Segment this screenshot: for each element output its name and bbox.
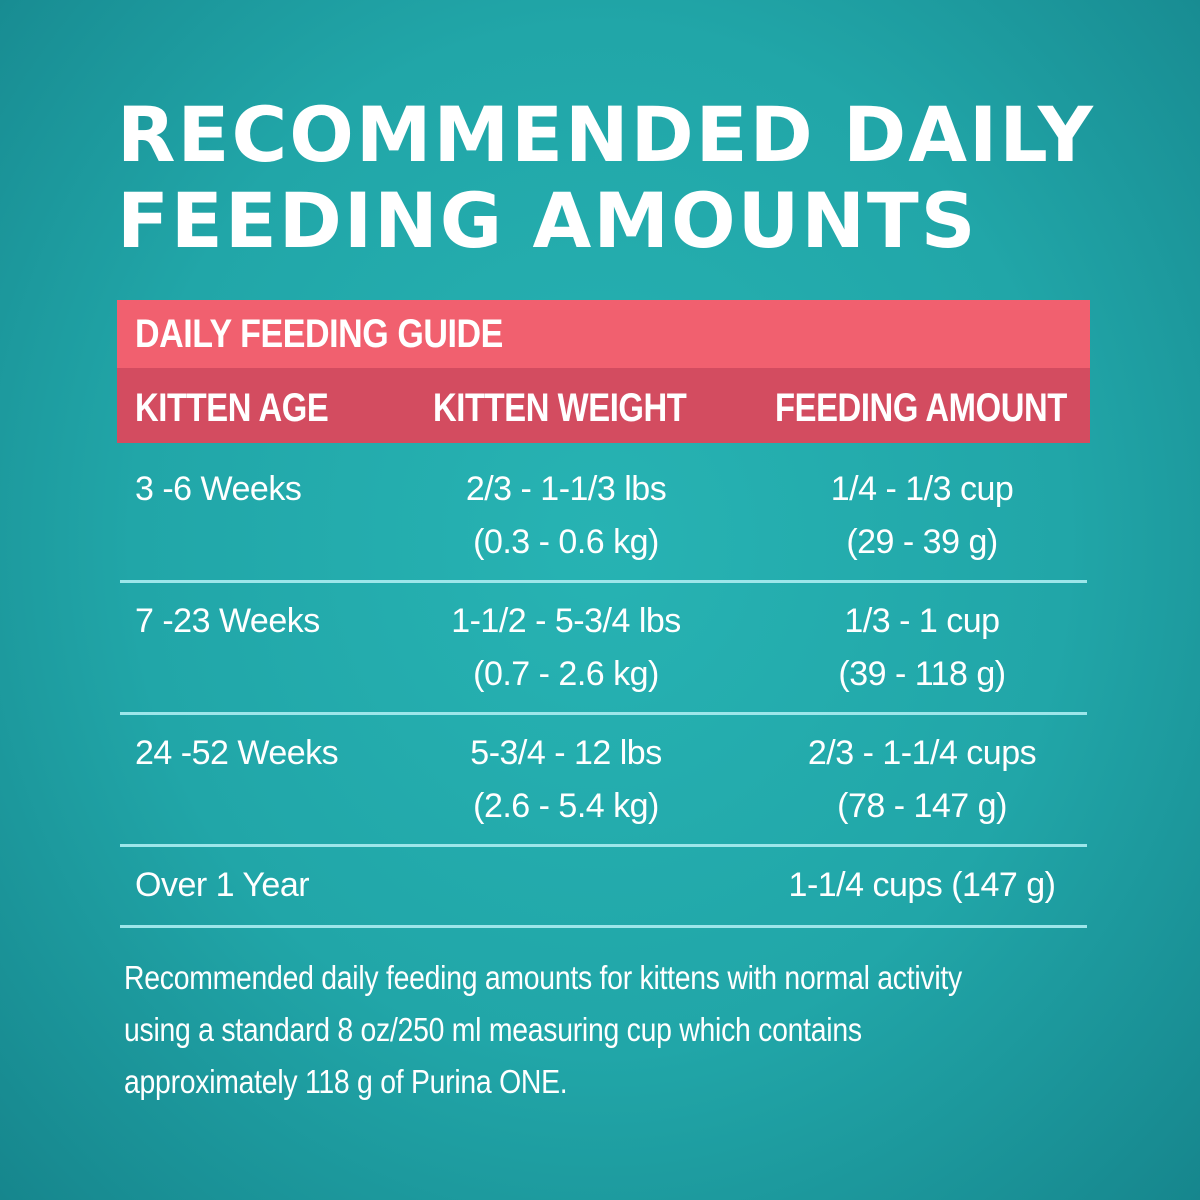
amount-cups: 1/3 - 1 cup: [844, 602, 1000, 640]
table-row: Over 1 Year 1-1/4 cups (147 g): [120, 847, 1087, 928]
column-header-row: KITTEN AGE KITTEN WEIGHT FEEDING AMOUNT: [117, 368, 1090, 443]
amount-grams: (39 - 118 g): [838, 655, 1006, 693]
age-cell: 7 -23 Weeks: [135, 602, 320, 640]
footnote-line-1: Recommended daily feeding amounts for ki…: [124, 959, 962, 996]
column-header-age: KITTEN AGE: [135, 386, 329, 430]
feeding-guide-table: DAILY FEEDING GUIDE KITTEN AGE KITTEN WE…: [117, 300, 1090, 928]
weight-kg: (0.7 - 2.6 kg): [473, 655, 659, 693]
weight-lbs: 5-3/4 - 12 lbs: [470, 734, 662, 772]
page-title: RECOMMENDED DAILY FEEDING AMOUNTS: [117, 92, 1095, 264]
guide-heading: DAILY FEEDING GUIDE: [135, 311, 503, 356]
footnote: Recommended daily feeding amounts for ki…: [124, 952, 984, 1108]
weight-kg: (0.3 - 0.6 kg): [473, 523, 659, 561]
column-header-amount: FEEDING AMOUNT: [775, 386, 1067, 430]
age-cell: 24 -52 Weeks: [135, 734, 339, 772]
column-header-weight: KITTEN WEIGHT: [433, 386, 687, 430]
amount-grams: (78 - 147 g): [837, 787, 1007, 825]
title-line-2: FEEDING AMOUNTS: [117, 176, 978, 265]
age-cell: 3 -6 Weeks: [135, 470, 302, 508]
amount-grams: (29 - 39 g): [846, 523, 998, 561]
guide-heading-band: DAILY FEEDING GUIDE: [117, 300, 1090, 368]
age-cell: Over 1 Year: [135, 866, 310, 904]
footnote-line-3: approximately 118 g of Purina ONE.: [124, 1063, 568, 1100]
table-row: 24 -52 Weeks 5-3/4 - 12 lbs (2.6 - 5.4 kg…: [120, 715, 1087, 847]
weight-kg: (2.6 - 5.4 kg): [473, 787, 659, 825]
weight-lbs: 1-1/2 - 5-3/4 lbs: [451, 602, 681, 640]
title-line-1: RECOMMENDED DAILY: [117, 90, 1095, 179]
amount-cups: 2/3 - 1-1/4 cups: [807, 734, 1037, 772]
footnote-line-2: using a standard 8 oz/250 ml measuring c…: [124, 1011, 862, 1048]
amount-cups: 1-1/4 cups (147 g): [788, 866, 1056, 904]
table-row: 3 -6 Weeks 2/3 - 1-1/3 lbs (0.3 - 0.6 kg)…: [120, 443, 1087, 583]
amount-cups: 1/4 - 1/3 cup: [830, 470, 1014, 508]
table-row: 7 -23 Weeks 1-1/2 - 5-3/4 lbs (0.7 - 2.6 …: [120, 583, 1087, 715]
weight-lbs: 2/3 - 1-1/3 lbs: [465, 470, 667, 508]
